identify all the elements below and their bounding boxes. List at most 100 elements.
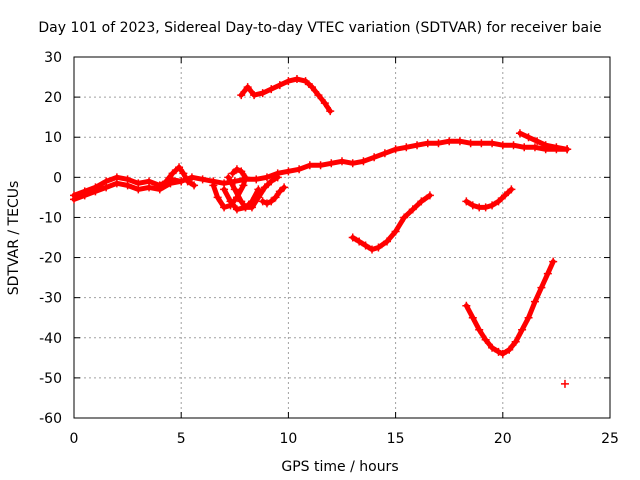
series-upper-right-branch bbox=[515, 129, 572, 154]
data-point bbox=[466, 139, 475, 148]
y-axis-label: SDTVAR / TECUs bbox=[6, 181, 22, 296]
data-point bbox=[258, 89, 267, 98]
data-point bbox=[241, 173, 250, 182]
data-point bbox=[273, 173, 282, 182]
data-point bbox=[187, 173, 196, 182]
data-point bbox=[280, 183, 289, 192]
data-point bbox=[423, 139, 432, 148]
data-point bbox=[494, 347, 503, 356]
data-point bbox=[243, 83, 252, 92]
data-point bbox=[417, 197, 426, 206]
data-point bbox=[408, 205, 417, 214]
data-point bbox=[327, 159, 336, 168]
series-spike-5 bbox=[162, 163, 199, 190]
y-tick-label: -20 bbox=[39, 251, 62, 267]
data-point bbox=[275, 81, 284, 90]
y-tick-label: 20 bbox=[44, 90, 62, 106]
data-point bbox=[391, 227, 400, 236]
data-point bbox=[455, 137, 464, 146]
data-point bbox=[314, 91, 323, 100]
data-point bbox=[155, 185, 164, 194]
data-point bbox=[213, 193, 222, 202]
data-point bbox=[166, 179, 175, 188]
data-point bbox=[252, 175, 261, 184]
x-axis-label: GPS time / hours bbox=[281, 459, 398, 475]
x-tick-label: 25 bbox=[601, 431, 619, 447]
data-point bbox=[80, 191, 89, 200]
axis-ticks: 0 5 10 15 20 25 -60 -50 -40 -30 -20 -10 0 10 20 30 bbox=[39, 50, 619, 447]
data-point bbox=[348, 233, 357, 242]
data-point bbox=[228, 169, 237, 178]
data-point bbox=[241, 203, 250, 212]
data-point bbox=[488, 139, 497, 148]
data-point bbox=[533, 137, 542, 146]
series-line bbox=[463, 259, 556, 357]
data-point bbox=[348, 159, 357, 168]
data-point bbox=[507, 185, 516, 194]
data-point bbox=[275, 187, 284, 196]
data-point bbox=[190, 181, 199, 190]
data-point bbox=[477, 139, 486, 148]
y-tick-label: -60 bbox=[39, 411, 62, 427]
data-point bbox=[500, 191, 509, 200]
data-point bbox=[305, 161, 314, 170]
data-point bbox=[284, 167, 293, 176]
y-tick-label: 10 bbox=[44, 130, 62, 146]
data-point bbox=[301, 77, 310, 86]
data-point bbox=[267, 197, 276, 206]
data-point bbox=[295, 165, 304, 174]
data-point bbox=[468, 201, 477, 210]
data-point bbox=[326, 107, 335, 116]
data-point bbox=[543, 269, 552, 278]
data-point bbox=[239, 181, 248, 190]
data-point bbox=[224, 173, 233, 182]
data-point bbox=[391, 145, 400, 154]
data-point bbox=[481, 335, 490, 344]
data-point bbox=[494, 197, 503, 206]
x-tick-label: 20 bbox=[494, 431, 512, 447]
data-point bbox=[537, 283, 546, 292]
data-point bbox=[237, 197, 246, 206]
data-point bbox=[488, 343, 497, 352]
data-point bbox=[511, 337, 520, 346]
data-point bbox=[262, 173, 271, 182]
data-point bbox=[179, 169, 188, 178]
gridlines bbox=[74, 57, 610, 418]
data-point bbox=[134, 185, 143, 194]
data-point bbox=[232, 205, 241, 214]
data-point bbox=[425, 191, 434, 200]
series-dip-14 bbox=[348, 191, 434, 254]
data-point bbox=[271, 193, 280, 202]
data-point bbox=[413, 141, 422, 150]
data-point bbox=[374, 243, 383, 252]
data-point bbox=[230, 185, 239, 194]
data-point bbox=[515, 129, 524, 138]
x-tick-label: 15 bbox=[387, 431, 405, 447]
data-point bbox=[462, 301, 471, 310]
data-point bbox=[370, 153, 379, 162]
data-point bbox=[112, 179, 121, 188]
data-point bbox=[524, 133, 533, 142]
y-tick-label: -10 bbox=[39, 210, 62, 226]
data-point bbox=[462, 197, 471, 206]
data-point bbox=[498, 141, 507, 150]
data-point bbox=[237, 167, 246, 176]
data-point bbox=[307, 83, 316, 92]
data-point bbox=[359, 157, 368, 166]
data-point bbox=[267, 85, 276, 94]
data-point bbox=[563, 145, 572, 154]
data-point bbox=[237, 91, 246, 100]
x-tick-label: 0 bbox=[70, 431, 79, 447]
data-point bbox=[355, 237, 364, 246]
data-point bbox=[260, 183, 269, 192]
y-tick-label: 30 bbox=[44, 50, 62, 66]
data-point bbox=[267, 177, 276, 186]
data-point bbox=[262, 199, 271, 208]
data-point bbox=[316, 161, 325, 170]
data-point bbox=[254, 185, 263, 194]
data-point bbox=[338, 157, 346, 166]
data-point bbox=[509, 141, 518, 150]
series-deep-v bbox=[462, 257, 558, 358]
x-tick-label: 5 bbox=[177, 431, 186, 447]
data-point bbox=[383, 237, 392, 246]
